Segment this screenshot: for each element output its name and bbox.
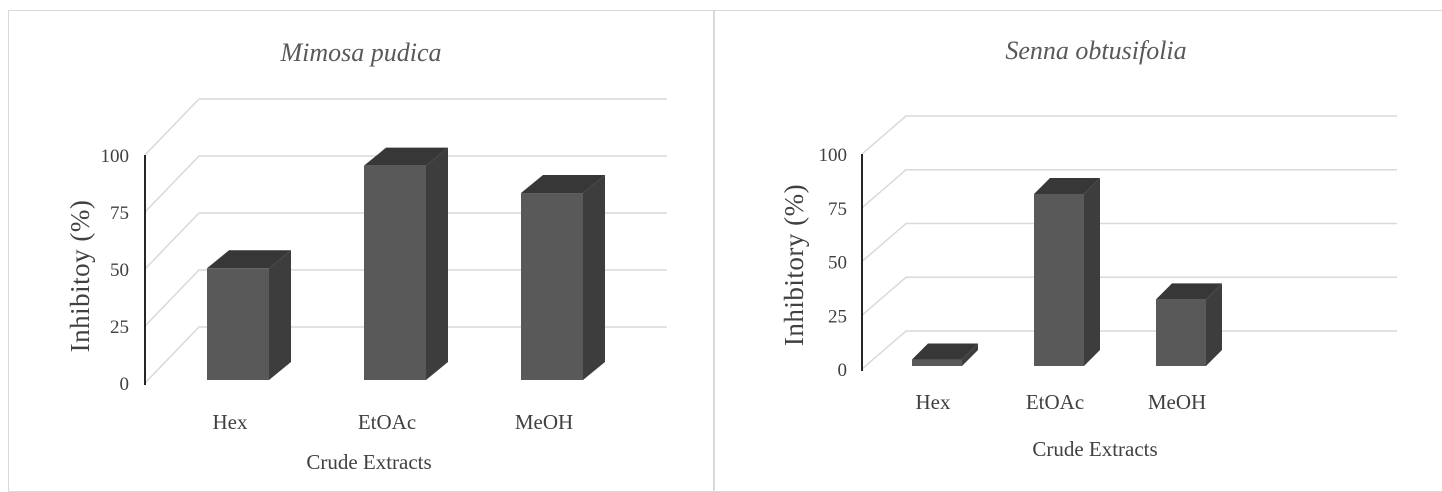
x-tick-label: Hex bbox=[916, 390, 951, 414]
bar-hex bbox=[912, 343, 978, 366]
bar-side bbox=[962, 343, 978, 366]
y-tick-label: 50 bbox=[828, 253, 847, 274]
bar-chart-senna: Senna obtusifolia 0 25 50 75 100 Hex EtOAc MeOH C… bbox=[779, 36, 1397, 461]
x-tick-label: EtOAc bbox=[1026, 390, 1084, 414]
bar-front bbox=[207, 268, 269, 380]
bar-side bbox=[1206, 283, 1222, 366]
y-axis-title: Inhibitory (%) bbox=[779, 184, 809, 346]
x-tick-label: Hex bbox=[213, 410, 248, 434]
bar-top bbox=[521, 175, 605, 194]
gridline bbox=[144, 212, 667, 270]
bar-top bbox=[1156, 283, 1222, 300]
chart-panel-senna: Senna obtusifolia 0 25 50 75 100 Hex EtOAc MeOH C… bbox=[714, 10, 1442, 492]
bar-top bbox=[364, 147, 448, 166]
y-tick-label: 75 bbox=[110, 203, 129, 224]
y-tick-label: 0 bbox=[120, 374, 130, 395]
x-axis-title: Crude Extracts bbox=[1032, 437, 1157, 461]
y-tick-label: 100 bbox=[819, 145, 848, 166]
gridline bbox=[144, 269, 667, 327]
chart-panel-mimosa: Mimosa pudica 0 25 50 75 100 Hex EtOAc MeOH Crude… bbox=[8, 10, 714, 492]
gridline bbox=[861, 169, 1397, 209]
chart-title: Mimosa pudica bbox=[279, 38, 441, 67]
bar-etoac bbox=[364, 147, 448, 380]
gridline bbox=[861, 330, 1397, 370]
bar-etoac bbox=[1034, 178, 1100, 366]
x-tick-label: MeOH bbox=[1148, 390, 1206, 414]
bar-side bbox=[583, 175, 605, 380]
gridline bbox=[144, 98, 667, 156]
bar-hex bbox=[207, 250, 291, 380]
bar-front bbox=[1156, 299, 1206, 366]
gridline bbox=[861, 222, 1397, 263]
y-tick-label: 100 bbox=[101, 146, 130, 167]
gridline bbox=[144, 326, 667, 384]
bar-meoh bbox=[1156, 283, 1222, 366]
x-tick-label: EtOAc bbox=[358, 410, 416, 434]
bar-top bbox=[912, 343, 978, 360]
gridline bbox=[144, 155, 667, 213]
bar-side bbox=[269, 250, 291, 380]
bar-front bbox=[521, 193, 583, 380]
x-axis-title: Crude Extracts bbox=[306, 450, 431, 474]
y-tick-label: 75 bbox=[828, 199, 847, 220]
y-axis-title: Inhibitoy (%) bbox=[65, 200, 95, 353]
bar-top bbox=[1034, 178, 1100, 194]
bar-front bbox=[364, 165, 426, 380]
y-tick-label: 25 bbox=[828, 306, 847, 327]
y-tick-label: 25 bbox=[110, 317, 129, 338]
gridline bbox=[861, 115, 1397, 155]
chart-title: Senna obtusifolia bbox=[1005, 36, 1186, 65]
bar-chart-mimosa: Mimosa pudica 0 25 50 75 100 Hex EtOAc MeOH Crude… bbox=[65, 38, 667, 474]
bar-front bbox=[912, 359, 962, 366]
y-tick-label: 0 bbox=[838, 360, 848, 381]
bar-side bbox=[426, 147, 448, 380]
y-tick-label: 50 bbox=[110, 260, 129, 281]
bar-top bbox=[207, 250, 291, 269]
bar-front bbox=[1034, 194, 1084, 366]
x-tick-label: MeOH bbox=[515, 410, 573, 434]
bar-meoh bbox=[521, 175, 605, 380]
bar-side bbox=[1084, 178, 1100, 366]
gridline bbox=[861, 276, 1397, 316]
